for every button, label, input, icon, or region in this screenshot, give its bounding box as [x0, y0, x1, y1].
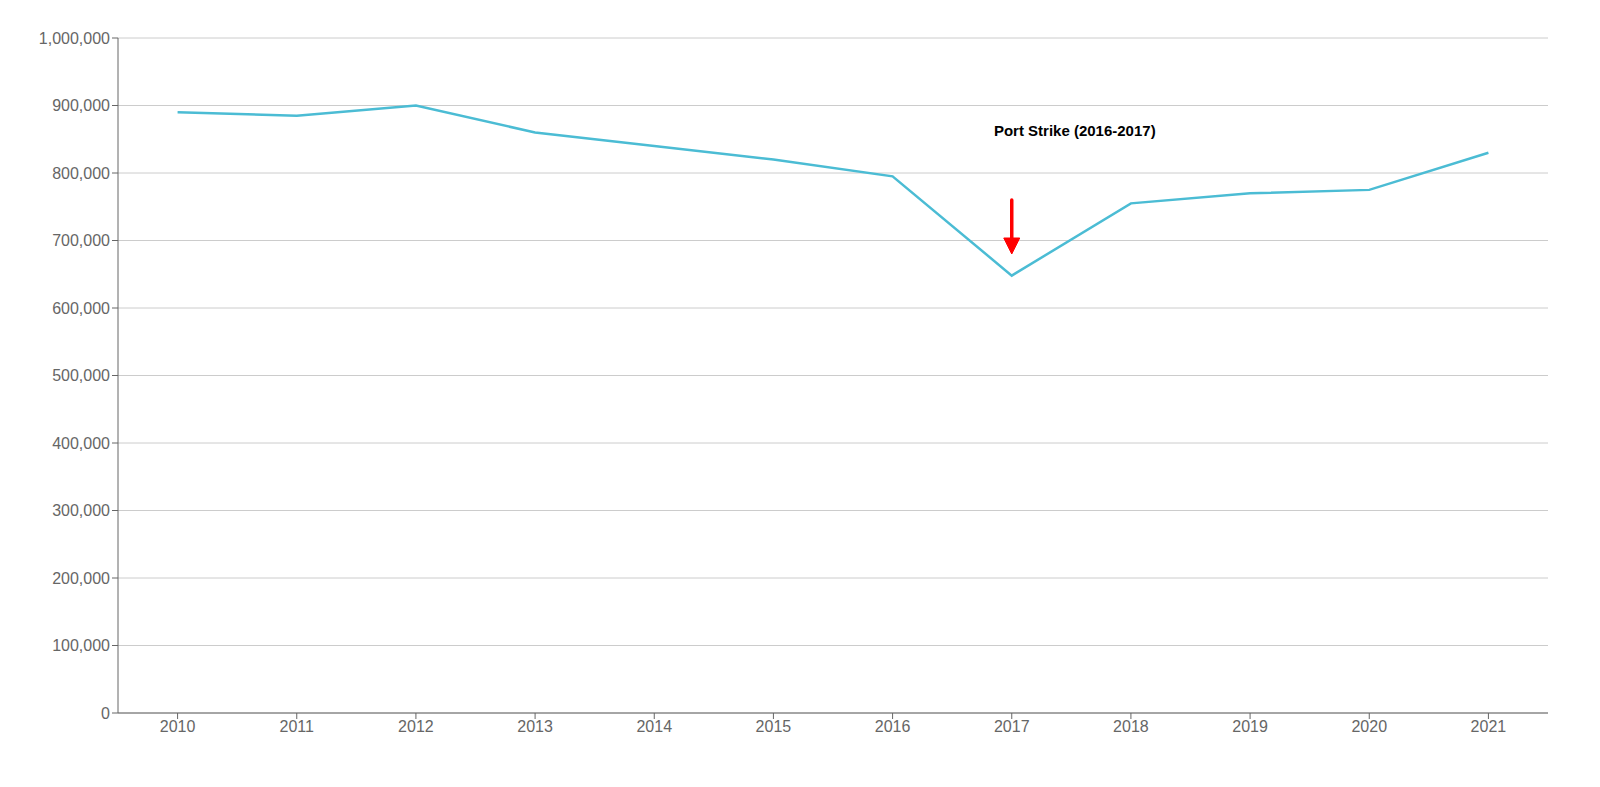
svg-text:700,000: 700,000 — [52, 232, 110, 249]
svg-text:800,000: 800,000 — [52, 165, 110, 182]
svg-text:2014: 2014 — [636, 718, 672, 735]
svg-text:0: 0 — [101, 705, 110, 722]
svg-text:2010: 2010 — [160, 718, 196, 735]
svg-text:200,000: 200,000 — [52, 570, 110, 587]
svg-text:900,000: 900,000 — [52, 97, 110, 114]
svg-text:100,000: 100,000 — [52, 637, 110, 654]
svg-text:600,000: 600,000 — [52, 300, 110, 317]
svg-text:2013: 2013 — [517, 718, 553, 735]
svg-text:2020: 2020 — [1351, 718, 1387, 735]
svg-text:2019: 2019 — [1232, 718, 1268, 735]
svg-text:400,000: 400,000 — [52, 435, 110, 452]
svg-text:2015: 2015 — [756, 718, 792, 735]
svg-text:2016: 2016 — [875, 718, 911, 735]
svg-text:2011: 2011 — [280, 718, 315, 735]
svg-text:300,000: 300,000 — [52, 502, 110, 519]
svg-text:2021: 2021 — [1471, 718, 1507, 735]
svg-text:2012: 2012 — [398, 718, 434, 735]
svg-text:1,000,000: 1,000,000 — [39, 30, 110, 47]
svg-text:Port Strike (2016-2017): Port Strike (2016-2017) — [994, 122, 1156, 139]
svg-text:2018: 2018 — [1113, 718, 1149, 735]
svg-text:2017: 2017 — [994, 718, 1030, 735]
svg-text:500,000: 500,000 — [52, 367, 110, 384]
